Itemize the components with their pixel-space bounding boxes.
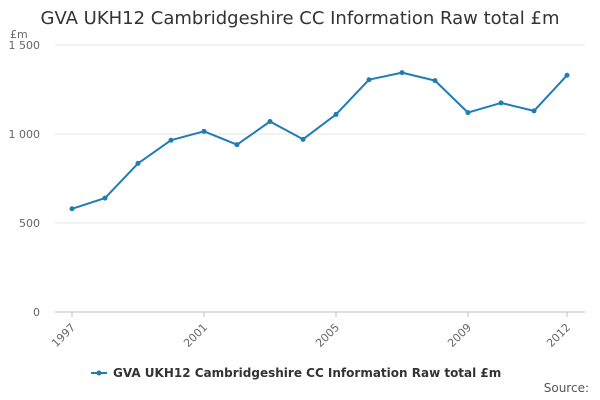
source-label: Source: (543, 381, 589, 395)
y-tick-label: 0 (33, 306, 40, 319)
series-layer (69, 70, 570, 212)
x-tick-label: 2005 (313, 321, 342, 350)
x-axis (55, 311, 585, 317)
y-unit-label: £m (10, 28, 28, 41)
x-axis-tick-labels: 1997 2001 2005 2009 2012 (49, 321, 573, 350)
data-point[interactable] (333, 111, 339, 117)
x-tick-label: 2001 (181, 321, 210, 350)
data-point[interactable] (69, 206, 75, 212)
data-point[interactable] (366, 77, 372, 83)
chart-title: GVA UKH12 Cambridgeshire CC Information … (40, 8, 560, 29)
legend[interactable]: GVA UKH12 Cambridgeshire CC Information … (91, 366, 501, 380)
data-point[interactable] (102, 195, 108, 201)
y-tick-label: 1 500 (9, 39, 41, 52)
data-point[interactable] (201, 128, 207, 134)
y-tick-label: 500 (19, 217, 40, 230)
x-tick-label: 2009 (445, 321, 474, 350)
data-point[interactable] (564, 72, 570, 78)
data-point[interactable] (531, 108, 537, 114)
data-point[interactable] (267, 119, 273, 125)
y-axis-tick-labels: 0 500 1 000 1 500 (9, 39, 41, 319)
grid-lines (55, 44, 585, 224)
data-point[interactable] (168, 137, 174, 143)
data-point[interactable] (135, 160, 141, 166)
data-point[interactable] (399, 70, 405, 76)
data-point[interactable] (432, 78, 438, 84)
data-point[interactable] (465, 110, 471, 116)
x-tick-label: 2012 (544, 321, 573, 350)
data-point[interactable] (498, 100, 504, 106)
y-tick-label: 1 000 (9, 128, 41, 141)
x-tick-label: 1997 (49, 321, 78, 350)
legend-label[interactable]: GVA UKH12 Cambridgeshire CC Information … (113, 366, 501, 380)
legend-swatch-marker (96, 370, 102, 376)
data-point[interactable] (300, 136, 306, 142)
series-line (71, 71, 568, 210)
data-point[interactable] (234, 142, 240, 148)
